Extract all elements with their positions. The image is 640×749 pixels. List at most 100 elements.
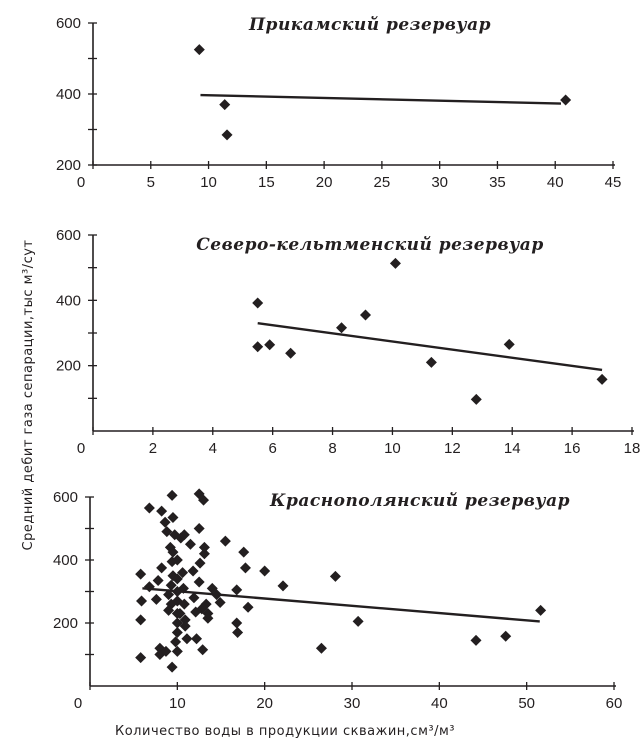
x-tick-label: 0 — [74, 695, 82, 712]
data-point — [170, 636, 182, 648]
trend-line — [142, 587, 540, 623]
x-tick-label: 30 — [431, 174, 448, 191]
data-point — [277, 580, 289, 592]
data-point — [152, 574, 164, 586]
data-point — [167, 546, 179, 558]
data-point — [143, 581, 155, 593]
x-tick-label: 40 — [431, 695, 448, 712]
y-tick-label: 600 — [56, 227, 81, 244]
x-tick-label: 25 — [374, 174, 391, 191]
x-tick-label: 20 — [256, 695, 273, 712]
data-point — [336, 322, 348, 334]
data-point — [163, 589, 175, 601]
x-tick-label: 35 — [489, 174, 506, 191]
data-point — [238, 546, 250, 558]
panel-title: Северо-кельтменский резервуар — [196, 235, 543, 255]
data-point — [560, 94, 572, 106]
x-tick-label: 0 — [77, 174, 85, 191]
data-point — [165, 579, 177, 591]
data-point — [179, 620, 191, 632]
data-point — [160, 645, 172, 657]
trend-line — [257, 322, 603, 372]
data-point — [166, 661, 178, 673]
data-point — [359, 309, 371, 321]
data-point — [193, 44, 205, 56]
data-point — [198, 541, 210, 553]
data-point — [171, 617, 183, 629]
data-point — [171, 645, 183, 657]
data-point — [352, 615, 364, 627]
x-tick-label: 6 — [268, 440, 276, 457]
data-point — [135, 614, 147, 626]
data-point — [470, 393, 482, 405]
data-point — [232, 626, 244, 638]
data-point — [163, 604, 175, 616]
x-tick-label: 10 — [384, 440, 401, 457]
x-tick-label: 60 — [606, 695, 623, 712]
data-point — [211, 589, 223, 601]
x-tick-label: 18 — [624, 440, 640, 457]
data-point — [200, 598, 212, 610]
data-point — [221, 129, 233, 141]
data-point — [214, 597, 226, 609]
data-point — [159, 516, 171, 528]
y-tick-label: 400 — [53, 552, 78, 569]
data-point — [177, 582, 189, 594]
data-point — [178, 529, 190, 541]
x-tick-label: 5 — [147, 174, 155, 191]
data-point — [143, 502, 155, 514]
x-tick-label: 10 — [200, 174, 217, 191]
data-point — [535, 604, 547, 616]
data-point — [198, 548, 210, 560]
data-point — [135, 568, 147, 580]
y-tick-label: 200 — [53, 615, 78, 632]
x-tick-label: 8 — [328, 440, 336, 457]
data-point — [252, 297, 264, 309]
data-point — [161, 526, 173, 538]
data-point — [188, 592, 200, 604]
data-point — [219, 535, 231, 547]
data-point — [167, 511, 179, 523]
data-point — [156, 562, 168, 574]
data-point — [166, 489, 178, 501]
data-point — [242, 601, 254, 613]
y-tick-label: 200 — [56, 358, 81, 375]
data-point — [193, 523, 205, 534]
x-tick-label: 40 — [547, 174, 564, 191]
data-point — [181, 633, 193, 645]
data-point — [231, 584, 243, 596]
x-tick-label: 20 — [316, 174, 333, 191]
x-tick-label: 45 — [605, 174, 622, 191]
data-point — [178, 598, 190, 610]
data-point — [179, 614, 191, 626]
data-point — [150, 593, 162, 605]
data-point — [193, 576, 205, 588]
data-point — [194, 557, 206, 569]
data-point — [425, 356, 437, 368]
data-point — [156, 505, 168, 517]
data-point — [470, 634, 482, 646]
data-point — [329, 570, 341, 582]
data-point — [171, 626, 183, 638]
x-tick-label: 0 — [77, 440, 85, 457]
data-point — [184, 538, 196, 550]
data-point — [500, 630, 512, 642]
x-tick-label: 4 — [209, 440, 217, 457]
y-tick-label: 400 — [56, 292, 81, 309]
data-point — [285, 347, 297, 359]
data-point — [135, 652, 147, 664]
data-point — [596, 373, 608, 385]
data-point — [503, 338, 515, 350]
data-point — [231, 617, 243, 629]
data-point — [259, 565, 271, 577]
trend-line — [200, 93, 562, 105]
data-point — [252, 341, 264, 353]
y-tick-label: 200 — [56, 157, 81, 174]
data-point — [171, 554, 183, 566]
data-point — [219, 99, 231, 111]
data-point — [197, 644, 209, 656]
y-tick-label: 600 — [56, 15, 81, 32]
x-axis-label: Количество воды в продукции скважин,см³/… — [115, 724, 455, 739]
y-tick-label: 400 — [56, 86, 81, 103]
